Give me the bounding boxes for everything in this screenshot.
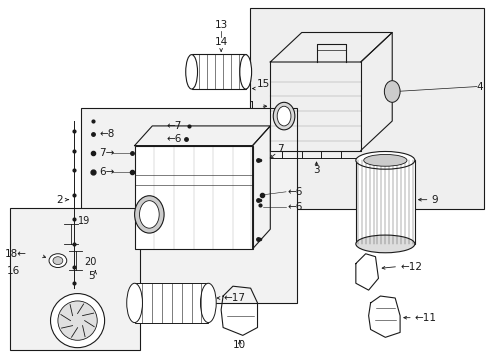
Bar (134, 283, 208, 323)
Bar (191, 54, 245, 89)
Ellipse shape (355, 235, 414, 253)
Bar (134, 145, 252, 249)
Text: 13: 13 (214, 20, 227, 30)
Text: ←17: ←17 (223, 293, 244, 303)
Text: 15: 15 (256, 78, 269, 89)
Ellipse shape (239, 55, 251, 89)
Text: ←7: ←7 (166, 121, 182, 131)
Text: ←8: ←8 (99, 129, 114, 139)
Ellipse shape (363, 154, 406, 166)
Ellipse shape (200, 283, 216, 323)
Ellipse shape (126, 283, 142, 323)
Ellipse shape (273, 102, 294, 130)
Text: ←6: ←6 (286, 202, 302, 212)
Text: 20: 20 (84, 257, 97, 267)
Text: 18←: 18← (4, 249, 26, 259)
Text: ←6: ←6 (286, 187, 302, 197)
Bar (249, 8, 483, 210)
Text: 3: 3 (312, 165, 319, 175)
Text: ←12: ←12 (399, 261, 421, 271)
Ellipse shape (384, 81, 399, 102)
Text: 9: 9 (431, 195, 437, 205)
Text: 7: 7 (277, 144, 283, 153)
Text: ←6: ←6 (166, 134, 182, 144)
Text: ←11: ←11 (414, 313, 436, 323)
Text: 16: 16 (7, 266, 20, 276)
Text: 4: 4 (476, 82, 483, 91)
Ellipse shape (134, 196, 164, 233)
Text: 14: 14 (214, 37, 227, 47)
Ellipse shape (53, 257, 62, 265)
Bar (355, 160, 414, 244)
Text: 7→: 7→ (99, 148, 114, 158)
Ellipse shape (58, 301, 97, 340)
Text: 19: 19 (78, 216, 90, 226)
Ellipse shape (50, 293, 104, 348)
Ellipse shape (185, 55, 197, 89)
Text: 6→: 6→ (99, 167, 114, 177)
Ellipse shape (277, 106, 290, 126)
Ellipse shape (139, 201, 159, 228)
Ellipse shape (49, 254, 67, 267)
Text: 1: 1 (248, 101, 255, 111)
Text: 5: 5 (88, 271, 95, 282)
Bar (81, 108, 296, 303)
Ellipse shape (355, 152, 414, 169)
Text: 10: 10 (233, 340, 246, 350)
Bar (10, 207, 139, 350)
Text: 2: 2 (56, 195, 62, 205)
